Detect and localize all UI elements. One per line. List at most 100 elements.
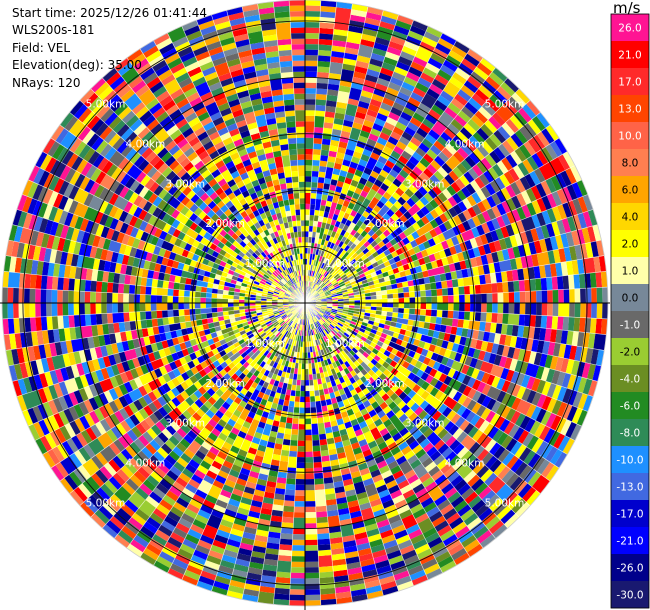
ray-separator [42,151,306,304]
ray-separator [153,302,306,566]
colorbar-swatch [611,311,649,339]
range-ring-label: 3.00km [165,178,205,190]
colorbar-swatch [611,419,649,447]
ray-separator [304,302,520,518]
ray-separator [304,0,322,304]
ray-separator [196,302,306,587]
colorbar-label: -13.0 [616,482,643,494]
colorbar-label: -1.0 [620,320,641,332]
ray-separator [16,209,306,304]
ray-separator [196,19,306,304]
ray-separator [114,302,306,539]
ray-separator [288,0,306,304]
ray-separator [3,302,306,335]
velocity-bins-9 [9,9,602,592]
crosshair-axes [0,0,610,610]
ray-separator [3,271,306,304]
ray-separator [102,77,306,304]
ray-separator [304,302,582,427]
colorbar-swatch [611,500,649,528]
colorbar-label: 8.0 [622,158,639,170]
ray-separator [211,302,306,592]
ray-separator [59,302,306,482]
colorbar-label: 13.0 [618,104,641,116]
ray-separator [304,302,337,605]
ray-separator [90,88,306,304]
ray-separator [304,255,605,304]
ray-separator [304,77,508,304]
colorbar-label: 1.0 [622,266,639,278]
ray-separator [21,194,306,304]
ray-separator [304,239,602,304]
range-ring-label: 3.00km [165,418,205,430]
ray-separator [304,302,551,482]
velocity-bins-1 [12,27,607,577]
range-ring-label: 3.00km [405,178,445,190]
ray-separator [304,10,384,304]
range-ring-label: 3.00km [405,418,445,430]
ray-separator [304,67,496,304]
ray-separator [304,302,607,335]
ray-separator [241,302,306,600]
colorbar-label: -10.0 [616,455,643,467]
ray-separator [304,302,589,412]
colorbar-swatch [611,392,649,420]
colorbar-swatch [611,149,649,177]
colorbar-swatch [611,527,649,555]
range-ring-label: 2.00km [365,218,405,230]
ray-separator [50,302,306,469]
ray-separator [102,302,306,529]
ray-separator [273,302,306,605]
ray-separator [304,165,576,304]
ray-separator [304,209,594,304]
ray-separator [304,286,608,304]
colorbar-unit: m/s [613,0,641,17]
ray-separator [21,302,306,412]
ray-separator [304,1,337,304]
ray-separator [5,302,306,351]
ray-separator [304,14,399,304]
ray-separator [304,302,457,566]
ray-separator [153,40,306,304]
colorbar-label: 0.0 [622,293,639,305]
velocity-bins-16 [7,1,605,603]
ray-separator [241,6,306,304]
ray-separator [273,1,306,304]
ray-separator [226,302,306,596]
ray-separator [50,137,306,304]
colorbar-label: -17.0 [616,509,643,521]
range-ring-label: 5.00km [485,99,525,111]
ray-separator [28,302,306,427]
colorbar-swatch [611,365,649,393]
colorbar-swatch [611,41,649,69]
ray-separator [42,302,306,455]
ray-separator [90,302,306,518]
ray-separator [304,302,496,539]
colorbar-swatch [611,473,649,501]
range-ring-label: 2.00km [365,378,405,390]
ray-separator [304,302,598,382]
colorbar-swatch [611,95,649,123]
range-ring-label: 5.00km [86,99,126,111]
colorbar-swatch [611,122,649,150]
ray-separator [304,302,560,469]
velocity-bins-3 [14,45,608,605]
range-ring-label: 4.00km [445,138,485,150]
ray-separator [257,3,306,304]
velocity-bins-4 [3,11,598,599]
range-ring-label: 4.00km [126,138,166,150]
ray-separator [34,302,306,441]
colorbar-swatch [611,230,649,258]
ray-separator [304,179,582,304]
range-ring-label: 1.00km [245,338,285,350]
ray-separator [304,224,598,304]
colorbar-label: -30.0 [616,590,643,602]
range-ring-label: 5.00km [86,498,126,510]
ray-separator [304,302,369,600]
ray-separator [226,10,306,304]
elevation: Elevation(deg): 35.00 [12,58,142,73]
ray-separator [304,302,594,397]
instrument-name: WLS200s-181 [12,23,95,38]
ray-separator [114,67,306,304]
ray-separator [304,48,471,304]
